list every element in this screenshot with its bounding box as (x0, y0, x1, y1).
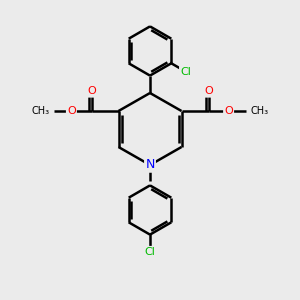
Text: O: O (87, 86, 96, 97)
Text: O: O (204, 86, 213, 97)
Text: N: N (145, 158, 155, 172)
Text: O: O (67, 106, 76, 116)
Text: Cl: Cl (145, 247, 155, 257)
Text: Cl: Cl (180, 67, 191, 76)
Text: CH₃: CH₃ (32, 106, 50, 116)
Text: CH₃: CH₃ (250, 106, 268, 116)
Text: O: O (224, 106, 233, 116)
